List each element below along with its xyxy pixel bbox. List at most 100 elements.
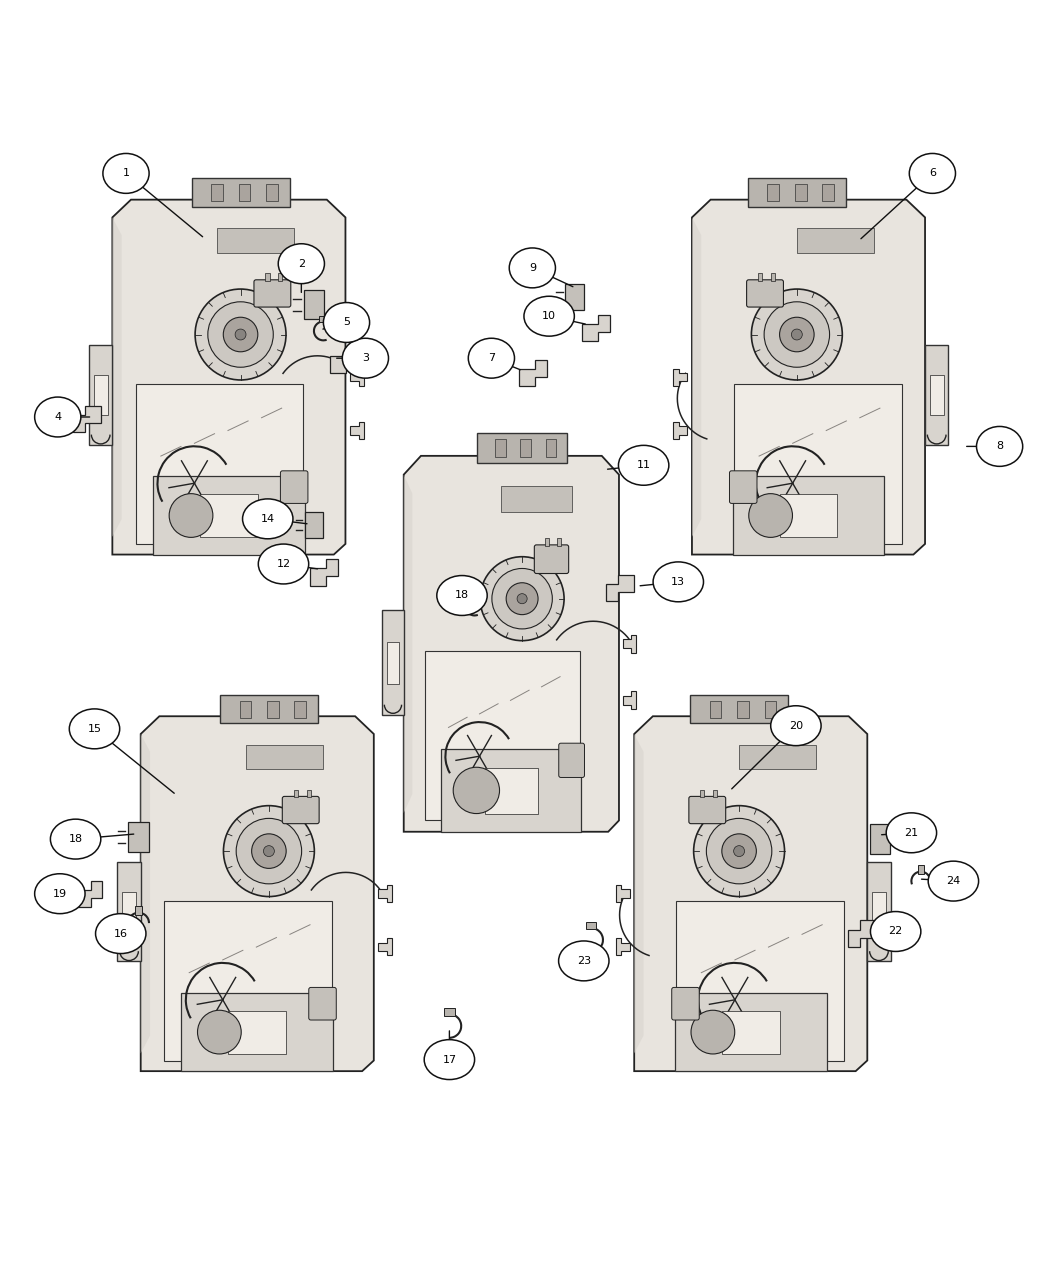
Circle shape <box>734 845 744 857</box>
Ellipse shape <box>437 575 487 616</box>
Bar <box>294 789 298 797</box>
Bar <box>867 862 890 961</box>
Circle shape <box>517 594 527 604</box>
Text: 22: 22 <box>888 927 903 937</box>
Polygon shape <box>350 422 364 439</box>
Bar <box>191 179 290 207</box>
Bar <box>675 993 826 1071</box>
Polygon shape <box>319 316 328 323</box>
Text: 18: 18 <box>455 590 469 601</box>
Bar <box>768 184 779 201</box>
Polygon shape <box>310 560 338 585</box>
Bar <box>89 346 112 445</box>
Polygon shape <box>615 885 630 903</box>
Text: 15: 15 <box>87 724 102 734</box>
Bar <box>710 701 721 718</box>
FancyBboxPatch shape <box>559 743 585 778</box>
Ellipse shape <box>50 819 101 859</box>
Bar <box>795 184 806 201</box>
Polygon shape <box>330 347 357 374</box>
Text: 19: 19 <box>52 889 67 899</box>
Text: 1: 1 <box>123 168 129 179</box>
Bar <box>135 384 303 544</box>
Circle shape <box>195 289 286 380</box>
Text: 3: 3 <box>362 353 369 363</box>
Circle shape <box>752 289 842 380</box>
Polygon shape <box>634 717 867 1071</box>
Bar <box>545 538 549 546</box>
Bar <box>925 346 948 445</box>
Circle shape <box>224 317 258 352</box>
Polygon shape <box>848 921 876 947</box>
Polygon shape <box>444 1007 455 1015</box>
Polygon shape <box>565 284 584 310</box>
Polygon shape <box>634 734 644 1053</box>
Bar <box>872 891 886 931</box>
FancyBboxPatch shape <box>730 470 757 504</box>
Bar <box>238 184 250 201</box>
Polygon shape <box>624 635 636 653</box>
Bar <box>700 789 705 797</box>
Ellipse shape <box>909 153 956 194</box>
Polygon shape <box>615 938 630 955</box>
Bar <box>690 695 789 723</box>
Polygon shape <box>797 228 874 252</box>
Text: 6: 6 <box>929 168 936 179</box>
Bar <box>211 184 223 201</box>
Bar <box>929 375 944 414</box>
Bar <box>758 273 762 281</box>
Ellipse shape <box>928 861 979 901</box>
Bar <box>495 440 506 458</box>
Text: 23: 23 <box>576 956 591 966</box>
Ellipse shape <box>35 397 81 437</box>
Ellipse shape <box>424 1039 475 1080</box>
Text: 11: 11 <box>636 460 651 470</box>
Circle shape <box>169 493 213 537</box>
Bar <box>164 901 332 1061</box>
Circle shape <box>252 834 287 868</box>
Polygon shape <box>869 825 890 854</box>
Polygon shape <box>378 885 393 903</box>
Bar <box>278 273 282 281</box>
Bar <box>266 273 270 281</box>
Polygon shape <box>739 745 816 770</box>
Ellipse shape <box>653 562 704 602</box>
Bar <box>722 1011 779 1054</box>
FancyBboxPatch shape <box>254 279 291 307</box>
Polygon shape <box>72 405 101 432</box>
Bar <box>764 701 776 718</box>
Ellipse shape <box>524 296 574 337</box>
Circle shape <box>707 819 772 884</box>
Bar <box>737 701 749 718</box>
Circle shape <box>779 317 814 352</box>
Polygon shape <box>403 474 413 813</box>
Text: 9: 9 <box>529 263 536 273</box>
Polygon shape <box>692 200 925 555</box>
Polygon shape <box>692 218 701 537</box>
Circle shape <box>236 819 301 884</box>
Circle shape <box>264 845 274 857</box>
Bar <box>733 477 884 555</box>
Bar <box>219 695 318 723</box>
FancyBboxPatch shape <box>309 987 336 1020</box>
Circle shape <box>454 768 500 813</box>
Text: 16: 16 <box>113 928 128 938</box>
Circle shape <box>480 557 564 640</box>
Ellipse shape <box>771 706 821 746</box>
Bar <box>771 273 775 281</box>
Bar <box>441 748 582 831</box>
Polygon shape <box>112 200 345 555</box>
Circle shape <box>197 1010 242 1054</box>
Text: 14: 14 <box>260 514 275 524</box>
FancyBboxPatch shape <box>282 797 319 824</box>
Text: 21: 21 <box>904 827 919 838</box>
Text: 13: 13 <box>671 576 686 587</box>
Bar <box>713 789 717 797</box>
Bar <box>267 701 278 718</box>
Ellipse shape <box>468 338 514 379</box>
Ellipse shape <box>323 302 370 343</box>
Polygon shape <box>624 691 636 709</box>
Circle shape <box>694 806 784 896</box>
Bar <box>734 384 902 544</box>
Bar <box>118 862 141 961</box>
